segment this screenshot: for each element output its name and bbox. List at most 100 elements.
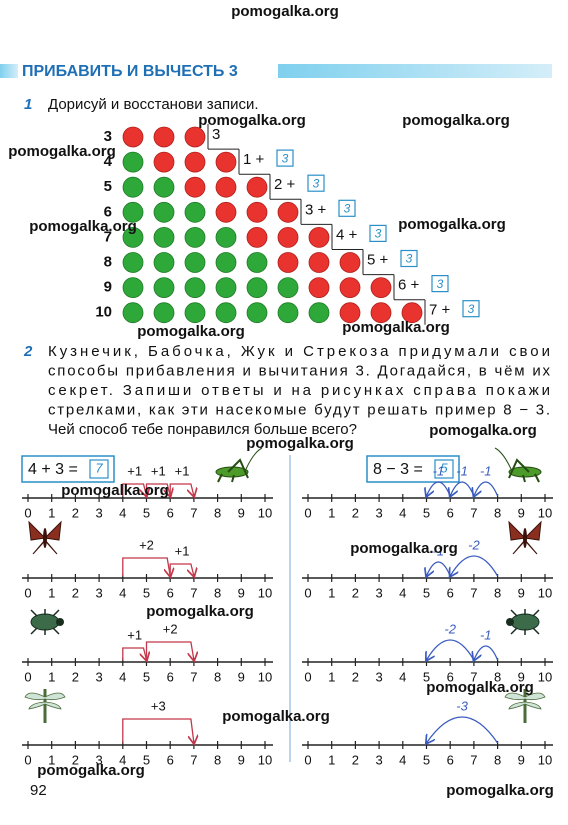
tick-label: 10	[538, 505, 552, 520]
jump-label: +2	[163, 621, 178, 636]
jump-arrow	[427, 561, 451, 576]
red-counter	[184, 151, 206, 173]
watermark: pomogalka.org	[350, 540, 458, 557]
tick-label: 0	[304, 669, 311, 684]
tick-label: 1	[48, 505, 55, 520]
watermark: pomogalka.org	[222, 708, 330, 725]
jump-arrow	[427, 481, 451, 496]
tick-label: 2	[72, 669, 79, 684]
tick-label: 3	[375, 669, 382, 684]
green-counter	[215, 302, 237, 324]
record: 4 +	[336, 226, 358, 243]
answer: 3	[468, 302, 475, 316]
tick-label: 10	[258, 505, 272, 520]
insect-antenna	[494, 447, 512, 470]
answer-box	[276, 149, 294, 167]
tick-label: 6	[447, 585, 454, 600]
row-label: 5	[104, 178, 112, 195]
green-counter	[215, 252, 237, 273]
equation-frame	[366, 455, 460, 483]
red-counter	[246, 226, 268, 248]
tick-label: 5	[423, 669, 430, 684]
tick-label: 6	[167, 669, 174, 684]
tick-label: 2	[72, 752, 79, 767]
tick-label: 1	[48, 669, 55, 684]
tick-label: 4	[399, 752, 406, 767]
tick-label: 9	[238, 752, 245, 767]
insect-wing	[504, 692, 546, 710]
green-counter	[215, 277, 237, 299]
insect-leg	[217, 458, 249, 483]
answer: 3	[344, 201, 351, 215]
tick-label: 8	[214, 752, 221, 767]
row-label: 8	[104, 253, 112, 270]
task-text: стрелками, как эти насекомые будут решат…	[48, 401, 550, 418]
tick-label: 7	[190, 585, 197, 600]
tick-label: 2	[72, 505, 79, 520]
green-counter	[184, 277, 206, 299]
red-counter	[339, 252, 361, 273]
green-counter	[215, 226, 237, 248]
row-label: 3	[104, 128, 112, 145]
green-counter	[122, 226, 144, 248]
tick-label: 6	[447, 669, 454, 684]
watermark: pomogalka.org	[37, 762, 145, 779]
tick-label: 0	[304, 752, 311, 767]
grasshopper	[494, 447, 542, 483]
green-counter	[277, 302, 299, 324]
green-counter	[153, 302, 175, 324]
tick-label: 9	[518, 585, 525, 600]
tick-label: 8	[494, 669, 501, 684]
red-counter	[122, 126, 144, 148]
task-number: 1	[24, 96, 32, 113]
tick-label: 10	[258, 585, 272, 600]
dragonfly	[504, 689, 546, 723]
tick-label: 1	[328, 669, 335, 684]
watermark: pomogalka.org	[398, 216, 506, 233]
tick-label: 5	[423, 585, 430, 600]
jump-label: +1	[175, 543, 190, 558]
jump-arrow	[450, 481, 475, 496]
tick-label: 8	[214, 669, 221, 684]
tick-label: 1	[328, 585, 335, 600]
equation: 4 + 3 =	[28, 461, 78, 478]
tick-label: 4	[399, 505, 406, 520]
tick-label: 9	[518, 752, 525, 767]
jump-arrow	[427, 716, 499, 743]
record: 1 +	[243, 151, 265, 168]
jump-label: -1	[480, 463, 492, 478]
answer-box	[338, 199, 356, 217]
answer: 7	[95, 460, 103, 475]
tick-label: 10	[538, 585, 552, 600]
jump-label: -1	[480, 627, 492, 642]
green-counter	[308, 302, 330, 324]
green-counter	[246, 277, 268, 299]
red-counter	[215, 151, 237, 173]
insect-wing	[24, 692, 66, 710]
red-counter	[308, 252, 330, 273]
tick-label: 4	[119, 505, 126, 520]
tick-label: 0	[304, 585, 311, 600]
jump-label: -2	[444, 621, 456, 636]
tick-label: 3	[375, 505, 382, 520]
record: 3 +	[305, 201, 327, 218]
green-counter	[122, 201, 144, 223]
record: 7 +	[429, 302, 451, 319]
jump-arrow	[122, 718, 194, 743]
jump-arrow	[122, 557, 170, 576]
tick-label: 7	[190, 669, 197, 684]
header-title: ПРИБАВИТЬ И ВЫЧЕСТЬ 3	[22, 63, 238, 80]
task-text: способы прибавления и вычитания 3. Догад…	[48, 362, 551, 379]
red-counter	[184, 126, 206, 148]
jump-arrow	[122, 647, 147, 660]
tick-label: 9	[518, 669, 525, 684]
red-counter	[153, 151, 175, 173]
tick-label: 2	[352, 505, 359, 520]
butterfly	[28, 520, 62, 555]
jump-arrow	[169, 483, 194, 496]
tick-label: 8	[214, 505, 221, 520]
row-label: 7	[104, 228, 112, 245]
red-counter	[370, 277, 392, 299]
tick-label: 2	[72, 585, 79, 600]
jump-label: +3	[151, 698, 166, 713]
